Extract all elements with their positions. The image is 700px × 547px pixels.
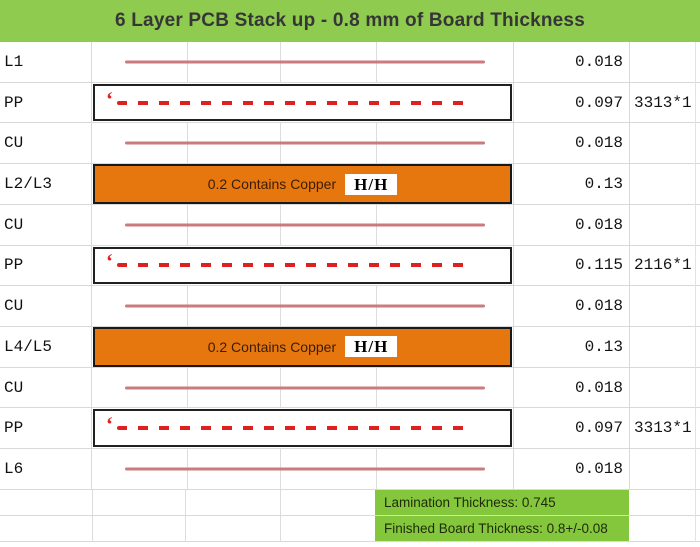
thickness-value: 0.018 (513, 286, 630, 327)
layer-label: CU (0, 204, 92, 245)
stackup-table: L1 0.018 PP ‘0.097 3313*1 CU 0.018 L2/L3 0.2 Con… (0, 42, 700, 490)
table-row: L4/L5 0.2 Contains Copper H/H 0.13 (0, 327, 700, 368)
thickness-value: 0.018 (513, 42, 630, 82)
copper-foil-line (125, 467, 485, 471)
copper-weight-badge: H/H (345, 336, 398, 358)
layer-label: PP (0, 245, 92, 286)
table-row: CU 0.018 (0, 367, 700, 409)
layer-graphic-cell: ‘ (92, 246, 513, 286)
layer-label: CU (0, 123, 92, 164)
table-row: CU 0.018 (0, 204, 700, 246)
table-row: PP ‘0.097 3313*1 (0, 82, 700, 124)
prepreg-box: ‘ (93, 83, 512, 122)
page-title: 6 Layer PCB Stack up - 0.8 mm of Board T… (115, 10, 585, 31)
column-gridline (280, 490, 281, 515)
material-code (630, 368, 700, 408)
layer-label: PP (0, 408, 92, 449)
prepreg-dashed-line (117, 426, 469, 431)
layer-graphic-cell: 0.2 Contains Copper H/H (92, 164, 513, 204)
table-row: L1 0.018 (0, 42, 700, 83)
table-row: L2/L3 0.2 Contains Copper H/H 0.13 (0, 164, 700, 205)
copper-foil-line (125, 60, 485, 64)
thickness-value: 0.018 (513, 449, 630, 489)
material-code: 2116*1 (634, 256, 692, 275)
core-description: 0.2 Contains Copper (207, 338, 337, 355)
column-gridline (92, 516, 93, 541)
layer-graphic-cell (92, 367, 513, 408)
layer-label: L6 (0, 449, 92, 489)
layer-label: L2/L3 (0, 164, 92, 204)
layer-graphic-cell (92, 449, 513, 489)
copper-foil-line (125, 223, 485, 227)
thickness-value: 0.018 (513, 367, 630, 408)
finished-board-thickness-label: Finished Board Thickness: 0.8+/-0.08 (375, 516, 629, 541)
prepreg-dashed-line (117, 263, 469, 268)
summary-row: Lamination Thickness: 0.745 (0, 490, 700, 516)
layer-graphic-cell: 0.2 Contains Copper H/H (92, 327, 513, 367)
copper-core-box: 0.2 Contains Copper H/H (93, 164, 512, 204)
material-code (630, 42, 700, 82)
copper-weight-badge: H/H (345, 173, 398, 195)
column-gridline (280, 516, 281, 541)
copper-core-box: 0.2 Contains Copper H/H (93, 327, 512, 367)
table-row: CU 0.018 (0, 286, 700, 328)
thickness-value: 0.13 (513, 327, 630, 367)
material-code (630, 327, 700, 367)
material-code (630, 286, 700, 326)
summary-row: Finished Board Thickness: 0.8+/-0.08 (0, 516, 700, 542)
layer-graphic-cell (92, 123, 513, 164)
layer-graphic-cell: ‘ (92, 408, 513, 448)
table-row: PP ‘0.097 3313*1 (0, 408, 700, 450)
prepreg-dashed-line (117, 100, 469, 105)
column-gridline (185, 516, 186, 541)
layer-graphic-cell (92, 204, 513, 245)
prepreg-box: ‘ (93, 246, 512, 285)
title-bar: 6 Layer PCB Stack up - 0.8 mm of Board T… (0, 0, 700, 42)
layer-label: L4/L5 (0, 327, 92, 367)
copper-foil-line (125, 304, 485, 308)
material-code (630, 123, 700, 163)
material-code: 3313*1 (634, 419, 692, 438)
summary-area: Lamination Thickness: 0.745 Finished Boa… (0, 490, 700, 542)
material-code (630, 164, 700, 204)
thickness-value: 0.13 (513, 164, 630, 204)
material-code (630, 449, 700, 489)
copper-foil-line (125, 141, 485, 145)
table-row: CU 0.018 (0, 123, 700, 165)
layer-graphic-cell: ‘ (92, 83, 513, 123)
thickness-value: 0.018 (513, 204, 630, 245)
material-code: 3313*1 (634, 93, 692, 112)
column-gridline (185, 490, 186, 515)
sheet-edge-gridline (695, 42, 696, 542)
material-code (630, 205, 700, 245)
layer-label: L1 (0, 42, 92, 82)
prepreg-box: ‘ (93, 409, 512, 448)
layer-label: PP (0, 82, 92, 123)
lamination-thickness-label: Lamination Thickness: 0.745 (375, 490, 629, 515)
layer-label: CU (0, 286, 92, 327)
layer-label: CU (0, 367, 92, 408)
copper-foil-line (125, 386, 485, 390)
core-description: 0.2 Contains Copper (207, 176, 337, 193)
table-row: PP ‘0.115 2116*1 (0, 245, 700, 287)
column-gridline (92, 490, 93, 515)
thickness-value: 0.097 (513, 408, 630, 449)
thickness-value: 0.115 (513, 245, 630, 286)
layer-graphic-cell (92, 286, 513, 327)
table-row: L6 0.018 (0, 449, 700, 490)
layer-graphic-cell (92, 42, 513, 82)
thickness-value: 0.097 (513, 82, 630, 123)
thickness-value: 0.018 (513, 123, 630, 164)
